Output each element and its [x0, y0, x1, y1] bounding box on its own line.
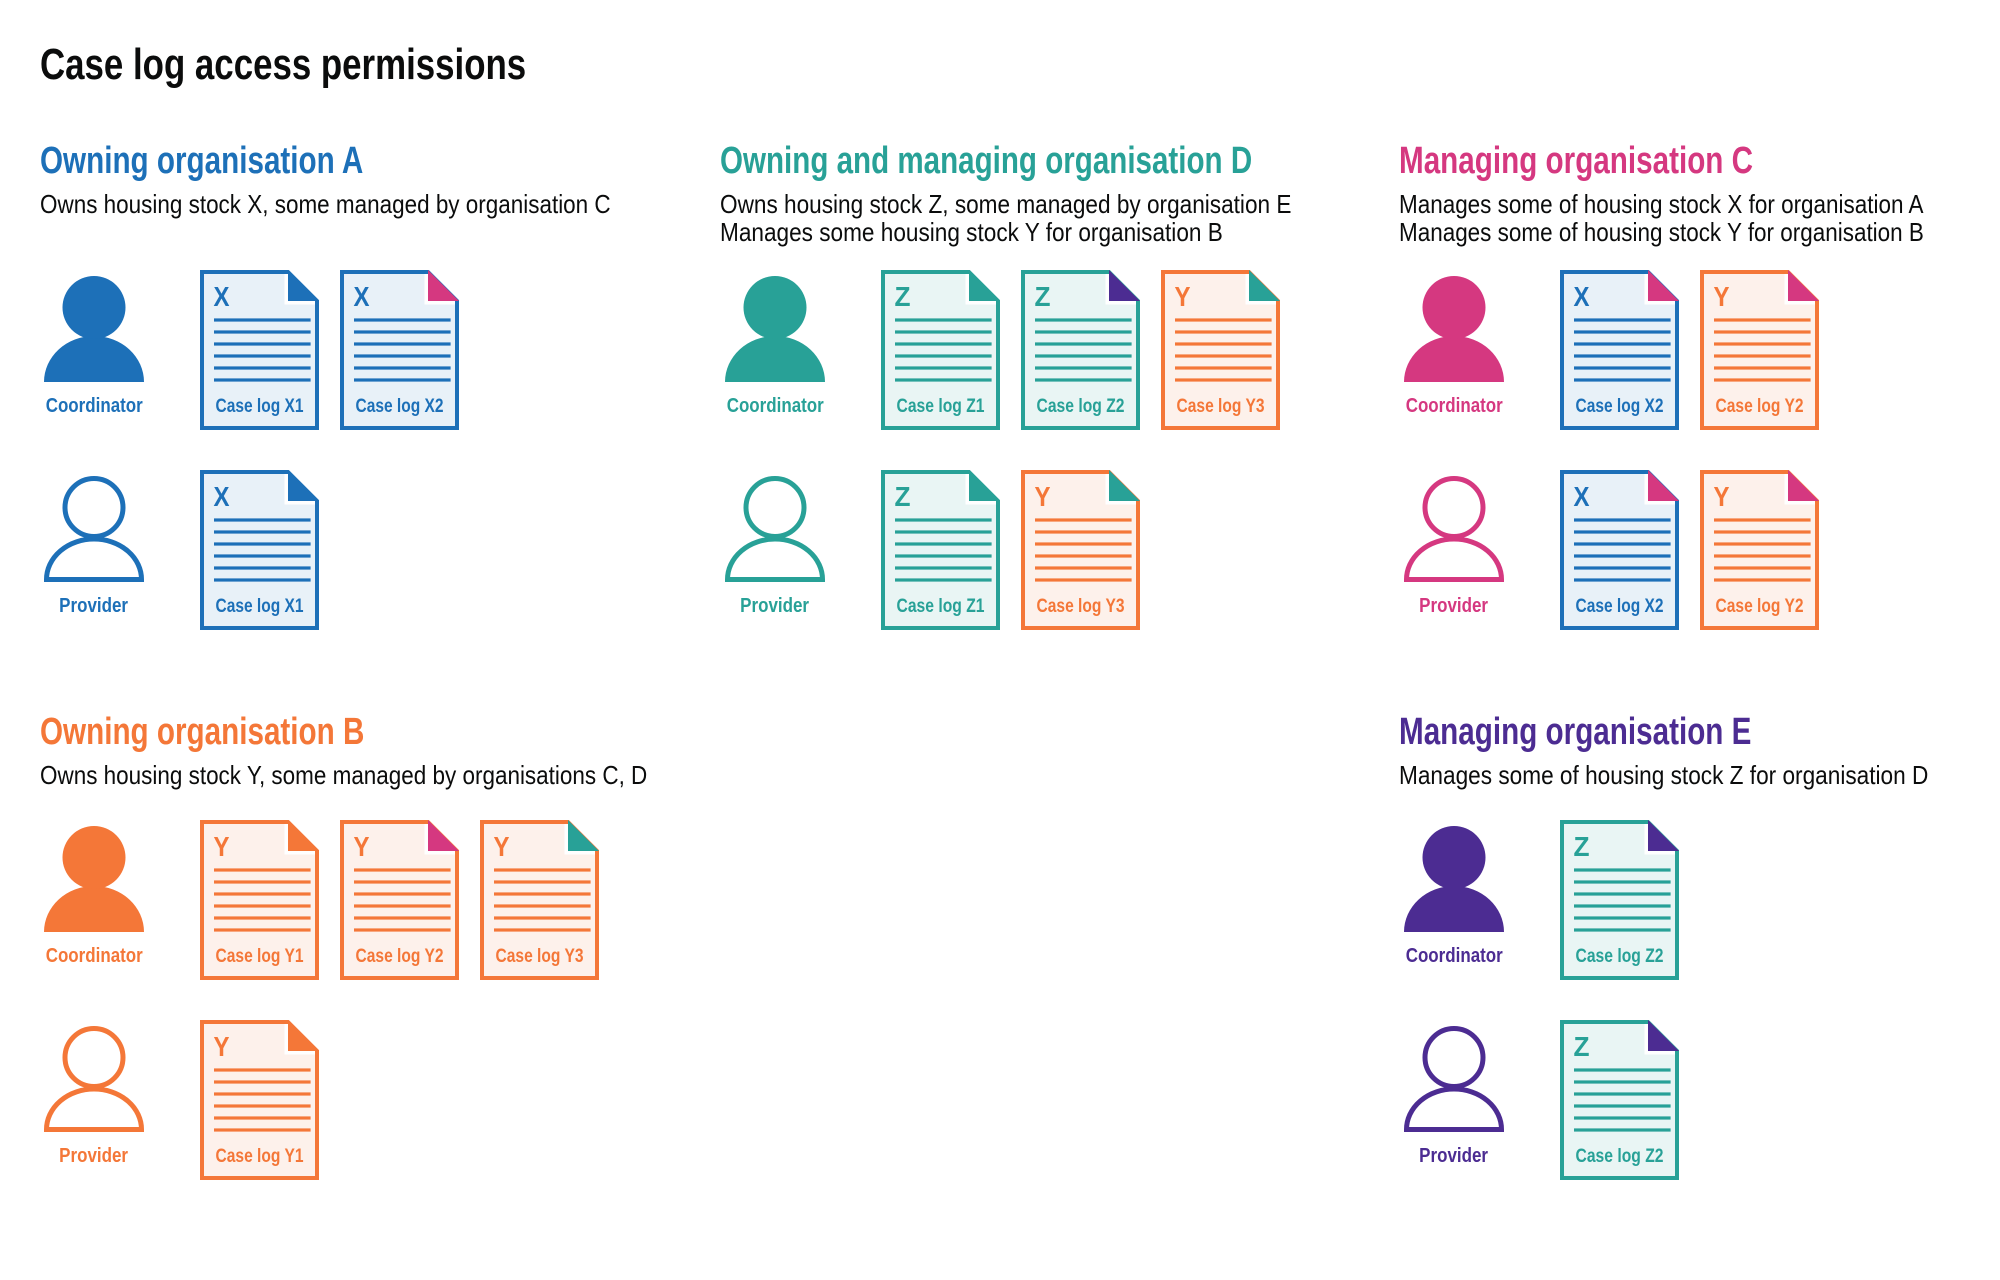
svg-text:Case log Y1: Case log Y1	[216, 1146, 304, 1167]
svg-text:Case log X1: Case log X1	[216, 596, 304, 617]
svg-text:Z: Z	[1035, 281, 1051, 312]
svg-text:Case log Y3: Case log Y3	[1037, 596, 1125, 617]
svg-text:Y: Y	[354, 831, 370, 862]
svg-text:Y: Y	[494, 831, 510, 862]
svg-text:Y: Y	[1035, 481, 1051, 512]
svg-text:X: X	[354, 281, 370, 312]
svg-text:Y: Y	[214, 831, 230, 862]
svg-text:Case log X2: Case log X2	[356, 396, 444, 417]
svg-text:X: X	[214, 281, 230, 312]
svg-text:Case log Z1: Case log Z1	[897, 596, 985, 617]
svg-text:Case log Y1: Case log Y1	[216, 946, 304, 967]
svg-text:Case log Y2: Case log Y2	[1716, 596, 1804, 617]
svg-text:Case log Z2: Case log Z2	[1037, 396, 1125, 417]
svg-text:Case log Z2: Case log Z2	[1576, 1146, 1664, 1167]
svg-text:Case log X1: Case log X1	[216, 396, 304, 417]
svg-text:Y: Y	[1175, 281, 1191, 312]
svg-text:Case log Y3: Case log Y3	[496, 946, 584, 967]
svg-text:Y: Y	[1714, 481, 1730, 512]
svg-text:X: X	[214, 481, 230, 512]
svg-text:Y: Y	[1714, 281, 1730, 312]
svg-text:Y: Y	[214, 1031, 230, 1062]
svg-text:Case log X2: Case log X2	[1576, 596, 1664, 617]
svg-text:Case log Y2: Case log Y2	[356, 946, 444, 967]
svg-text:X: X	[1574, 281, 1590, 312]
svg-text:X: X	[1574, 481, 1590, 512]
svg-text:Z: Z	[895, 281, 911, 312]
svg-text:Case log Z1: Case log Z1	[897, 396, 985, 417]
svg-text:Case log X2: Case log X2	[1576, 396, 1664, 417]
svg-text:Z: Z	[1574, 831, 1590, 862]
svg-text:Case log Y3: Case log Y3	[1177, 396, 1265, 417]
svg-text:Z: Z	[1574, 1031, 1590, 1062]
svg-text:Case log Z2: Case log Z2	[1576, 946, 1664, 967]
svg-text:Case log Y2: Case log Y2	[1716, 396, 1804, 417]
svg-text:Z: Z	[895, 481, 911, 512]
